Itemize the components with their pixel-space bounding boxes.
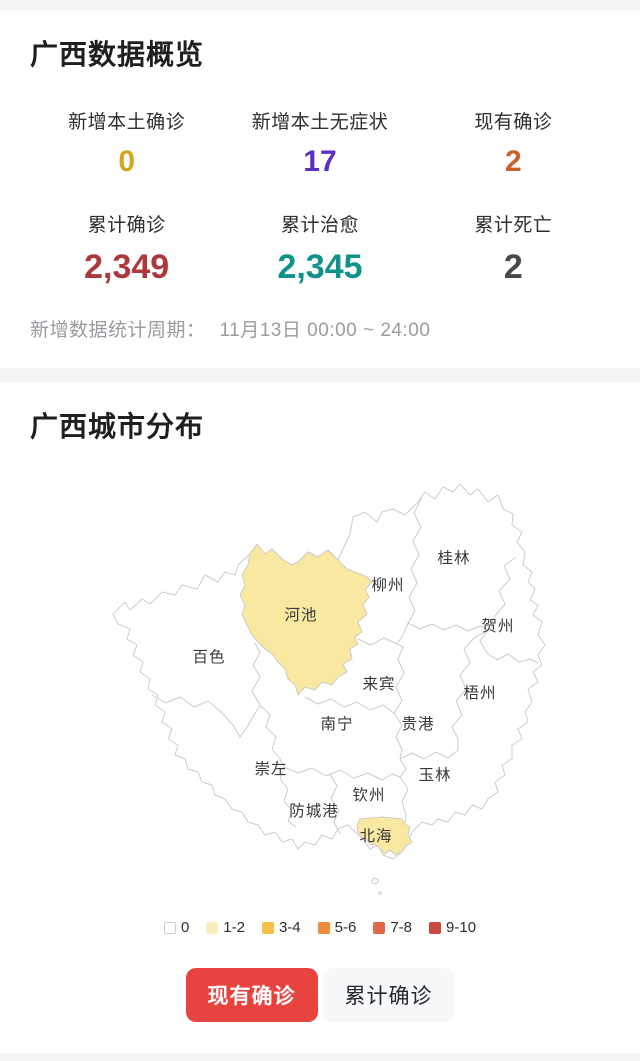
legend-swatch xyxy=(373,921,386,934)
period-label: 新增数据统计周期： xyxy=(30,320,206,341)
legend-item: 9-10 xyxy=(429,919,476,936)
map-card: 广西城市分布 xyxy=(0,382,640,1044)
stat-value: 2 xyxy=(504,145,522,178)
legend-swatch xyxy=(206,921,219,934)
stat-label: 累计死亡 xyxy=(474,215,553,236)
map-label-yulin: 玉林 xyxy=(418,766,451,784)
stat-value: 17 xyxy=(303,145,337,178)
map-label-hechi: 河池 xyxy=(284,606,317,624)
map-region-beihai[interactable] xyxy=(356,816,413,856)
period-value: 11月13日 00:00 ~ 24:00 xyxy=(219,320,431,341)
legend-item: 0 xyxy=(163,919,190,936)
stat-label: 新增本土确诊 xyxy=(68,112,186,133)
bottom-page-gap xyxy=(0,1053,640,1061)
map-label-laibin: 来宾 xyxy=(362,675,395,693)
stat-card: 现有确诊 2 xyxy=(417,111,610,180)
overview-card: 广西数据概览 新增本土确诊 0 新增本土无症状 17 现有确诊 2 累计确诊 2,349 累计治… xyxy=(0,10,640,368)
legend-label: 9-10 xyxy=(446,919,477,936)
stat-label: 新增本土无症状 xyxy=(251,112,389,133)
islands xyxy=(371,877,382,895)
stat-card: 累计治愈 2,345 xyxy=(223,214,416,287)
map-label-chongzuo: 崇左 xyxy=(254,760,287,778)
map-label-liuzhou: 柳州 xyxy=(371,576,404,594)
stat-label: 现有确诊 xyxy=(474,112,553,133)
legend-label: 7-8 xyxy=(390,919,413,936)
stat-value: 2 xyxy=(503,248,523,286)
map-label-baise: 百色 xyxy=(192,648,225,666)
map-title: 广西城市分布 xyxy=(30,411,205,442)
legend-swatch xyxy=(261,921,274,934)
stat-card: 累计确诊 2,349 xyxy=(30,214,223,287)
map-label-fangchenggang: 防城港 xyxy=(289,802,339,820)
stat-card: 新增本土无症状 17 xyxy=(223,111,416,180)
legend-item: 7-8 xyxy=(373,919,412,936)
legend-swatch xyxy=(429,921,442,934)
legend-item: 3-4 xyxy=(261,919,301,936)
stat-label: 累计确诊 xyxy=(87,215,166,236)
map-label-qinzhou: 钦州 xyxy=(352,786,385,804)
cumulative-confirmed-button[interactable]: 累计确诊 xyxy=(322,968,455,1022)
current-confirmed-button[interactable]: 现有确诊 xyxy=(185,968,318,1022)
map-legend: 0 1-2 3-4 5-6 7-8 9-10 xyxy=(0,919,640,936)
map-label-guigang: 贵港 xyxy=(401,715,434,733)
map-container: 河池 柳州 桂林贺州百色来宾梧州南宁 贵港崇左 玉林钦州 防城港北海 xyxy=(0,477,640,897)
legend-label: 0 xyxy=(180,919,190,936)
legend-swatch xyxy=(163,921,176,934)
map-region-hechi[interactable] xyxy=(239,543,373,696)
metric-toggle-group: 现有确诊 累计确诊 xyxy=(0,968,640,1022)
map-label-hezhou: 贺州 xyxy=(481,617,514,635)
map-label-beihai: 北海 xyxy=(359,827,392,845)
internal-borders xyxy=(151,496,539,835)
legend-label: 3-4 xyxy=(278,919,301,936)
legend-swatch xyxy=(317,921,330,934)
stat-value: 2,349 xyxy=(84,248,170,286)
stat-card: 新增本土确诊 0 xyxy=(30,111,223,180)
legend-item: 5-6 xyxy=(317,919,357,936)
period-row: 新增数据统计周期： 11月13日 00:00 ~ 24:00 xyxy=(30,319,610,342)
top-page-gap xyxy=(0,0,640,10)
stat-card: 累计死亡 2 xyxy=(417,214,610,287)
stat-value: 0 xyxy=(118,145,135,178)
map-label-guilin: 桂林 xyxy=(437,549,470,567)
stats-grid: 新增本土确诊 0 新增本土无症状 17 现有确诊 2 累计确诊 2,349 累计治愈 2,345 累… xyxy=(30,111,610,287)
legend-item: 1-2 xyxy=(206,919,245,936)
overview-title: 广西数据概览 xyxy=(30,39,205,70)
map-label-nanning: 南宁 xyxy=(320,715,353,733)
legend-label: 1-2 xyxy=(223,919,245,936)
section-divider xyxy=(0,368,640,382)
stat-value: 2,345 xyxy=(277,248,363,286)
map-label-wuzhou: 梧州 xyxy=(463,684,496,702)
legend-label: 5-6 xyxy=(334,919,357,936)
stat-label: 累计治愈 xyxy=(280,215,359,236)
